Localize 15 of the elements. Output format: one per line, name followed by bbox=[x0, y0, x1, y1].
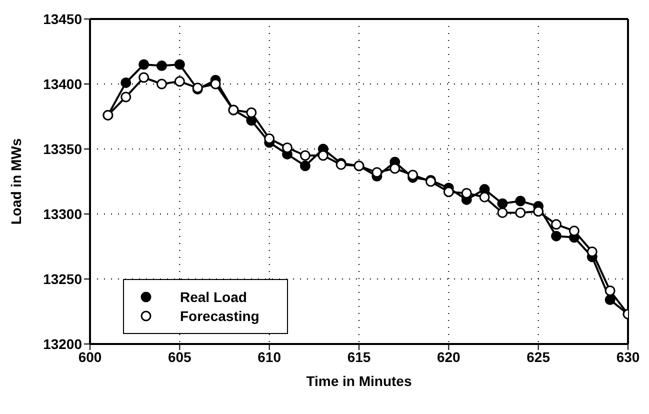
legend-label: Forecasting bbox=[180, 308, 260, 324]
y-axis-title: Load in MWs bbox=[8, 138, 24, 225]
x-tick-label: 620 bbox=[436, 348, 461, 365]
x-tick-label: 615 bbox=[347, 348, 371, 365]
x-tick-label: 625 bbox=[526, 348, 550, 365]
x-axis-title: Time in Minutes bbox=[306, 373, 412, 389]
y-tick-label: 13350 bbox=[43, 140, 82, 157]
y-tick-label: 13450 bbox=[43, 10, 82, 27]
y-tick-label: 13250 bbox=[43, 270, 82, 287]
legend-label: Real Load bbox=[180, 289, 247, 305]
y-tick-label: 13300 bbox=[43, 206, 82, 222]
x-tick-label: 605 bbox=[168, 348, 192, 365]
x-tick-label: 630 bbox=[616, 348, 640, 365]
x-tick-label: 610 bbox=[258, 348, 282, 365]
y-tick-label: 13400 bbox=[43, 76, 82, 92]
